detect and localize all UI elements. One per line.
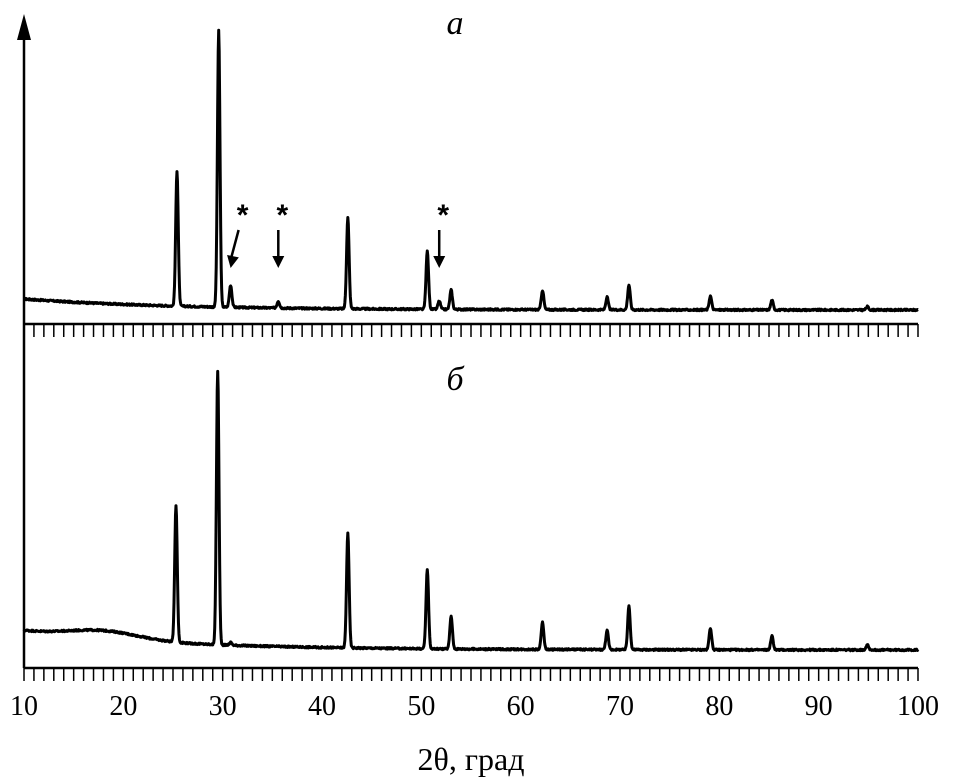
x-tick-label-1: 20 xyxy=(109,691,137,722)
series xyxy=(22,28,920,653)
star-1: * xyxy=(276,199,288,232)
labels: 10 20 30 40 50 60 70 80 90 100 2θ, град а б xyxy=(10,5,939,777)
x-tick-label-0: 10 xyxy=(10,691,38,722)
y-axis-arrow xyxy=(17,14,31,40)
x-tick-label-6: 70 xyxy=(606,691,634,722)
star-0: * xyxy=(237,199,249,232)
x-tick-label-5: 60 xyxy=(507,691,535,722)
arrow-head-1 xyxy=(272,256,285,268)
series-line-1 xyxy=(22,369,920,653)
arrow-head-2 xyxy=(433,256,446,268)
x-tick-label-4: 50 xyxy=(407,691,435,722)
series-line-0 xyxy=(23,28,919,313)
arrow-head-0 xyxy=(227,255,239,268)
annotations: * * * xyxy=(227,199,449,268)
peak-1-2 xyxy=(230,646,232,648)
x-tick-label-8: 90 xyxy=(805,691,833,722)
x-tick-label-3: 40 xyxy=(308,691,336,722)
x-tick-label-2: 30 xyxy=(209,691,237,722)
x-axis-title: 2θ, град xyxy=(418,741,525,777)
x-tick-label-9: 100 xyxy=(897,691,939,722)
x-tick-label-7: 80 xyxy=(705,691,733,722)
axes xyxy=(17,14,919,681)
panel-label-1: б xyxy=(446,361,465,398)
star-2: * xyxy=(437,199,449,232)
arrow-shaft-0 xyxy=(229,229,240,261)
panel-label-0: а xyxy=(447,5,464,42)
